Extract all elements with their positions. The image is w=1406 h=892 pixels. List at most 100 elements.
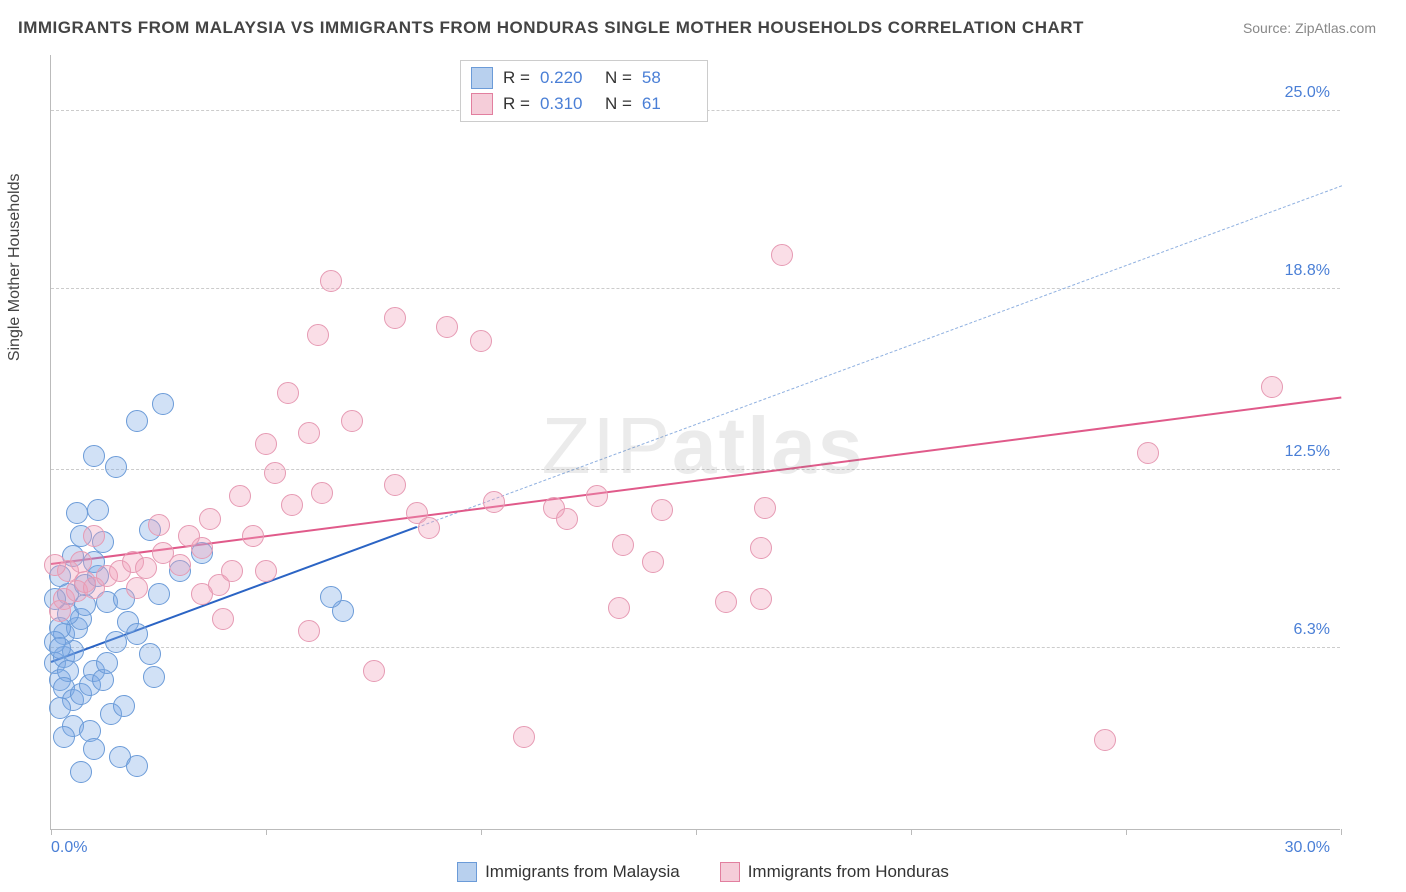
- data-point: [83, 525, 105, 547]
- legend-item: Immigrants from Honduras: [720, 862, 949, 882]
- data-point: [750, 588, 772, 610]
- x-tick: [51, 829, 52, 835]
- data-point: [139, 643, 161, 665]
- data-point: [612, 534, 634, 556]
- y-tick-label: 12.5%: [1285, 443, 1330, 461]
- data-point: [470, 330, 492, 352]
- data-point: [281, 494, 303, 516]
- data-point: [586, 485, 608, 507]
- data-point: [1261, 376, 1283, 398]
- chart-title: IMMIGRANTS FROM MALAYSIA VS IMMIGRANTS F…: [18, 18, 1084, 38]
- data-point: [143, 666, 165, 688]
- data-point: [298, 620, 320, 642]
- legend-label: Immigrants from Honduras: [748, 862, 949, 882]
- data-point: [436, 316, 458, 338]
- trend-line: [416, 185, 1341, 528]
- data-point: [311, 482, 333, 504]
- data-point: [178, 525, 200, 547]
- data-point: [229, 485, 251, 507]
- gridline: [51, 647, 1340, 648]
- data-point: [341, 410, 363, 432]
- stat-r-label: R =: [503, 94, 530, 114]
- data-point: [49, 697, 71, 719]
- data-point: [715, 591, 737, 613]
- data-point: [384, 307, 406, 329]
- data-point: [242, 525, 264, 547]
- legend-swatch: [471, 67, 493, 89]
- x-tick: [1341, 829, 1342, 835]
- data-point: [83, 738, 105, 760]
- data-point: [199, 508, 221, 530]
- data-point: [221, 560, 243, 582]
- data-point: [418, 517, 440, 539]
- data-point: [298, 422, 320, 444]
- stat-n-label: N =: [605, 68, 632, 88]
- data-point: [608, 597, 630, 619]
- y-axis-label: Single Mother Households: [6, 173, 24, 361]
- data-point: [83, 445, 105, 467]
- data-point: [642, 551, 664, 573]
- data-point: [754, 497, 776, 519]
- data-point: [53, 726, 75, 748]
- data-point: [49, 637, 71, 659]
- data-point: [169, 554, 191, 576]
- legend-swatch: [471, 93, 493, 115]
- y-tick-label: 18.8%: [1285, 262, 1330, 280]
- source-attribution: Source: ZipAtlas.com: [1243, 20, 1376, 36]
- data-point: [255, 560, 277, 582]
- data-point: [44, 554, 66, 576]
- stat-legend-row: R = 0.310 N = 61: [471, 91, 697, 117]
- data-point: [148, 583, 170, 605]
- stat-n-label: N =: [605, 94, 632, 114]
- data-point: [87, 499, 109, 521]
- stat-r-value: 0.310: [540, 94, 595, 114]
- data-point: [277, 382, 299, 404]
- legend-swatch: [720, 862, 740, 882]
- data-point: [384, 474, 406, 496]
- data-point: [320, 586, 342, 608]
- data-point: [363, 660, 385, 682]
- data-point: [513, 726, 535, 748]
- data-point: [113, 695, 135, 717]
- x-tick: [1126, 829, 1127, 835]
- legend-swatch: [457, 862, 477, 882]
- data-point: [70, 551, 92, 573]
- data-point: [70, 761, 92, 783]
- y-tick-label: 6.3%: [1294, 621, 1330, 639]
- stat-n-value: 61: [642, 94, 697, 114]
- stat-r-label: R =: [503, 68, 530, 88]
- legend-label: Immigrants from Malaysia: [485, 862, 680, 882]
- data-point: [320, 270, 342, 292]
- series-legend: Immigrants from Malaysia Immigrants from …: [0, 862, 1406, 882]
- gridline: [51, 469, 1340, 470]
- x-tick: [696, 829, 697, 835]
- data-point: [264, 462, 286, 484]
- data-point: [1137, 442, 1159, 464]
- y-tick-label: 25.0%: [1285, 84, 1330, 102]
- data-point: [750, 537, 772, 559]
- data-point: [126, 755, 148, 777]
- plot-area: 6.3%12.5%18.8%25.0%0.0%30.0%: [50, 55, 1340, 830]
- data-point: [212, 608, 234, 630]
- x-tick: [481, 829, 482, 835]
- data-point: [105, 631, 127, 653]
- data-point: [651, 499, 673, 521]
- x-tick: [911, 829, 912, 835]
- data-point: [556, 508, 578, 530]
- stat-r-value: 0.220: [540, 68, 595, 88]
- data-point: [255, 433, 277, 455]
- data-point: [191, 583, 213, 605]
- data-point: [307, 324, 329, 346]
- stats-legend: R =0.220N =58R =0.310N =61: [460, 60, 708, 122]
- data-point: [148, 514, 170, 536]
- x-tick: [266, 829, 267, 835]
- stat-legend-row: R =0.220N =58: [471, 65, 697, 91]
- data-point: [483, 491, 505, 513]
- data-point: [126, 410, 148, 432]
- data-point: [771, 244, 793, 266]
- source-name: ZipAtlas.com: [1295, 20, 1376, 36]
- x-tick-label-min: 0.0%: [51, 839, 87, 857]
- data-point: [96, 652, 118, 674]
- x-tick-label-max: 30.0%: [1285, 839, 1330, 857]
- data-point: [1094, 729, 1116, 751]
